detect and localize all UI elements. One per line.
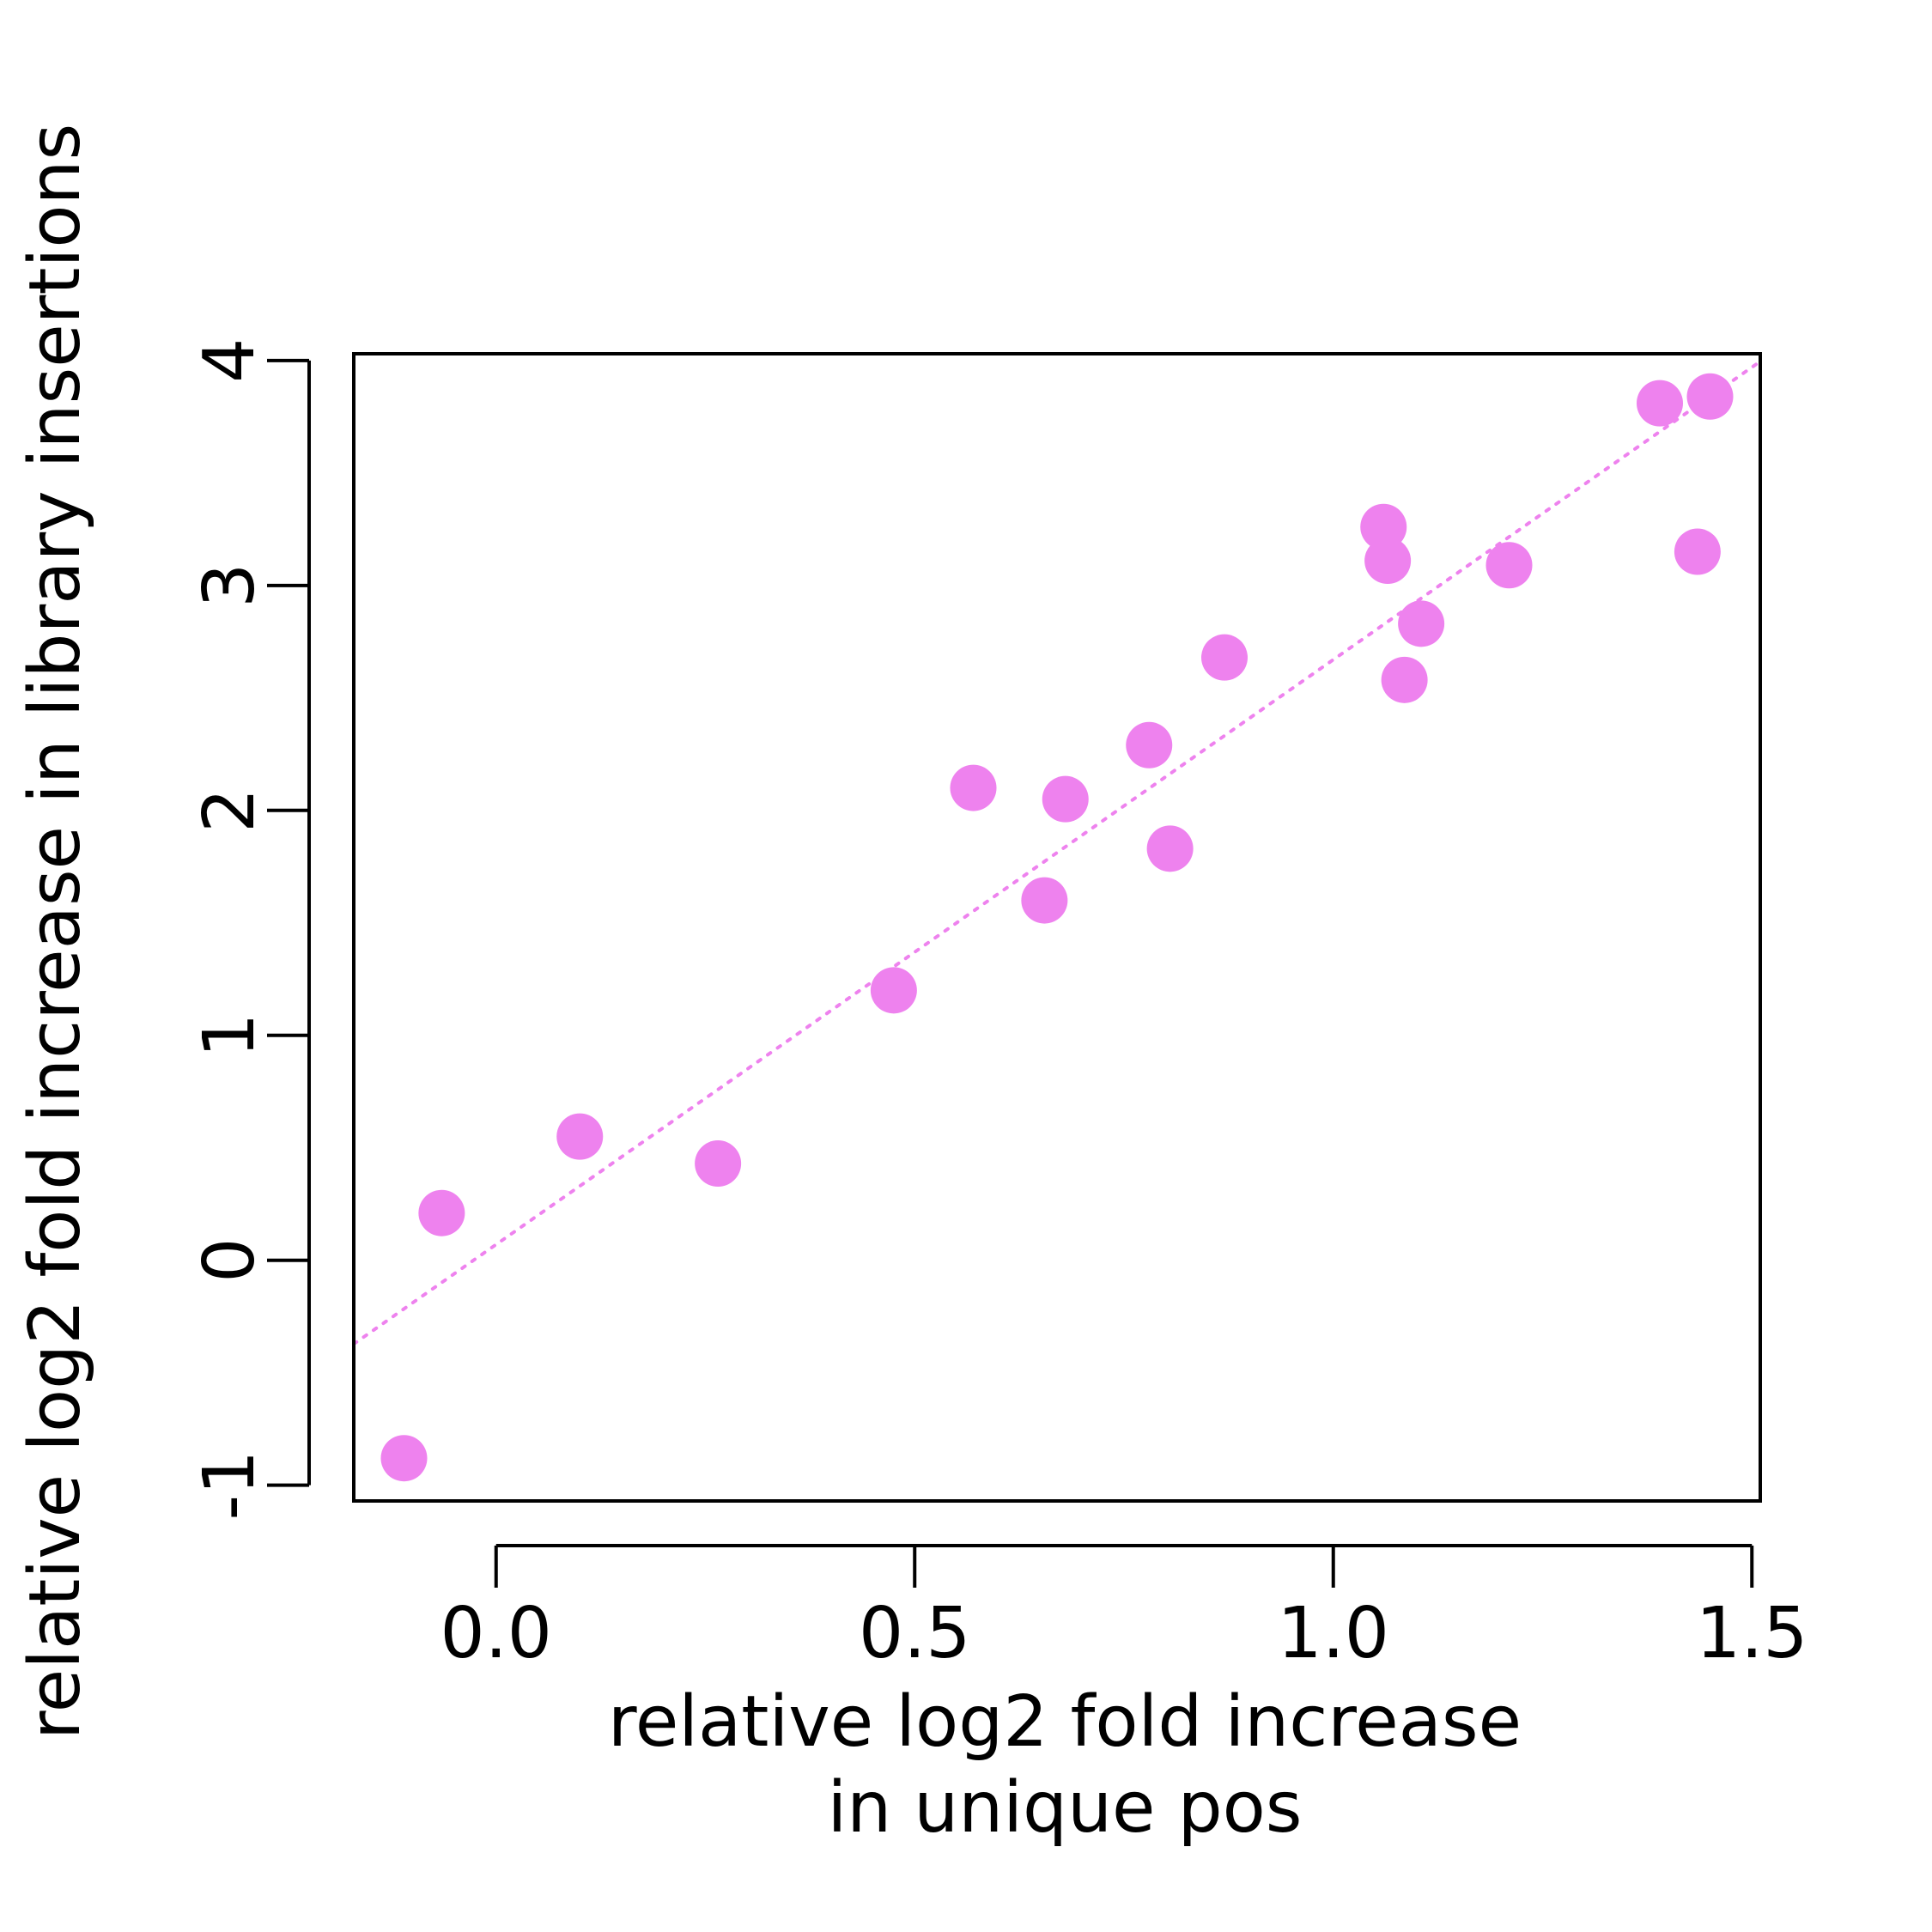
x-axis-title-line-1: relative log2 fold increase <box>608 1681 1522 1763</box>
data-point-2 <box>418 1189 465 1236</box>
x-tick-label-3: 1.5 <box>1696 1593 1807 1674</box>
data-point-12 <box>1360 503 1407 550</box>
x-axis-title-line-2: in unique pos <box>827 1767 1302 1849</box>
data-point-13 <box>1364 538 1412 585</box>
y-tick-label-4: 3 <box>189 563 270 608</box>
data-point-18 <box>1674 528 1721 575</box>
data-point-6 <box>950 764 997 811</box>
y-tick-label-0: -1 <box>189 1450 270 1521</box>
data-point-3 <box>556 1113 604 1160</box>
y-tick-label-2: 1 <box>189 1013 270 1058</box>
x-tick-label-1: 0.5 <box>859 1593 970 1674</box>
data-point-8 <box>1042 775 1089 823</box>
data-point-17 <box>1637 380 1683 427</box>
y-tick-label-5: 4 <box>189 338 270 383</box>
data-point-1 <box>380 1435 428 1482</box>
data-points <box>380 373 1734 1482</box>
data-point-14 <box>1381 656 1428 703</box>
y-axis: -1 0 1 2 3 4 <box>189 338 311 1521</box>
data-point-16 <box>1485 542 1533 589</box>
data-point-15 <box>1398 600 1445 647</box>
data-point-7 <box>1021 877 1068 924</box>
fit-line <box>352 359 1762 1346</box>
x-tick-label-0: 0.0 <box>440 1593 552 1674</box>
data-point-10 <box>1146 825 1194 872</box>
y-axis-title: relative log2 fold increase in library i… <box>15 124 96 1740</box>
data-point-4 <box>695 1140 742 1188</box>
fit-line-layer <box>352 359 1762 1346</box>
x-axis: 0.0 0.5 1.0 1.5 <box>440 1544 1807 1674</box>
x-tick-label-2: 1.0 <box>1278 1593 1389 1674</box>
y-tick-label-3: 2 <box>189 788 270 833</box>
data-point-19 <box>1686 373 1734 420</box>
data-point-9 <box>1126 721 1173 769</box>
plot-area-border <box>352 352 1762 1503</box>
data-point-11 <box>1201 634 1248 681</box>
y-tick-label-1: 0 <box>189 1238 270 1283</box>
data-point-5 <box>870 967 917 1014</box>
